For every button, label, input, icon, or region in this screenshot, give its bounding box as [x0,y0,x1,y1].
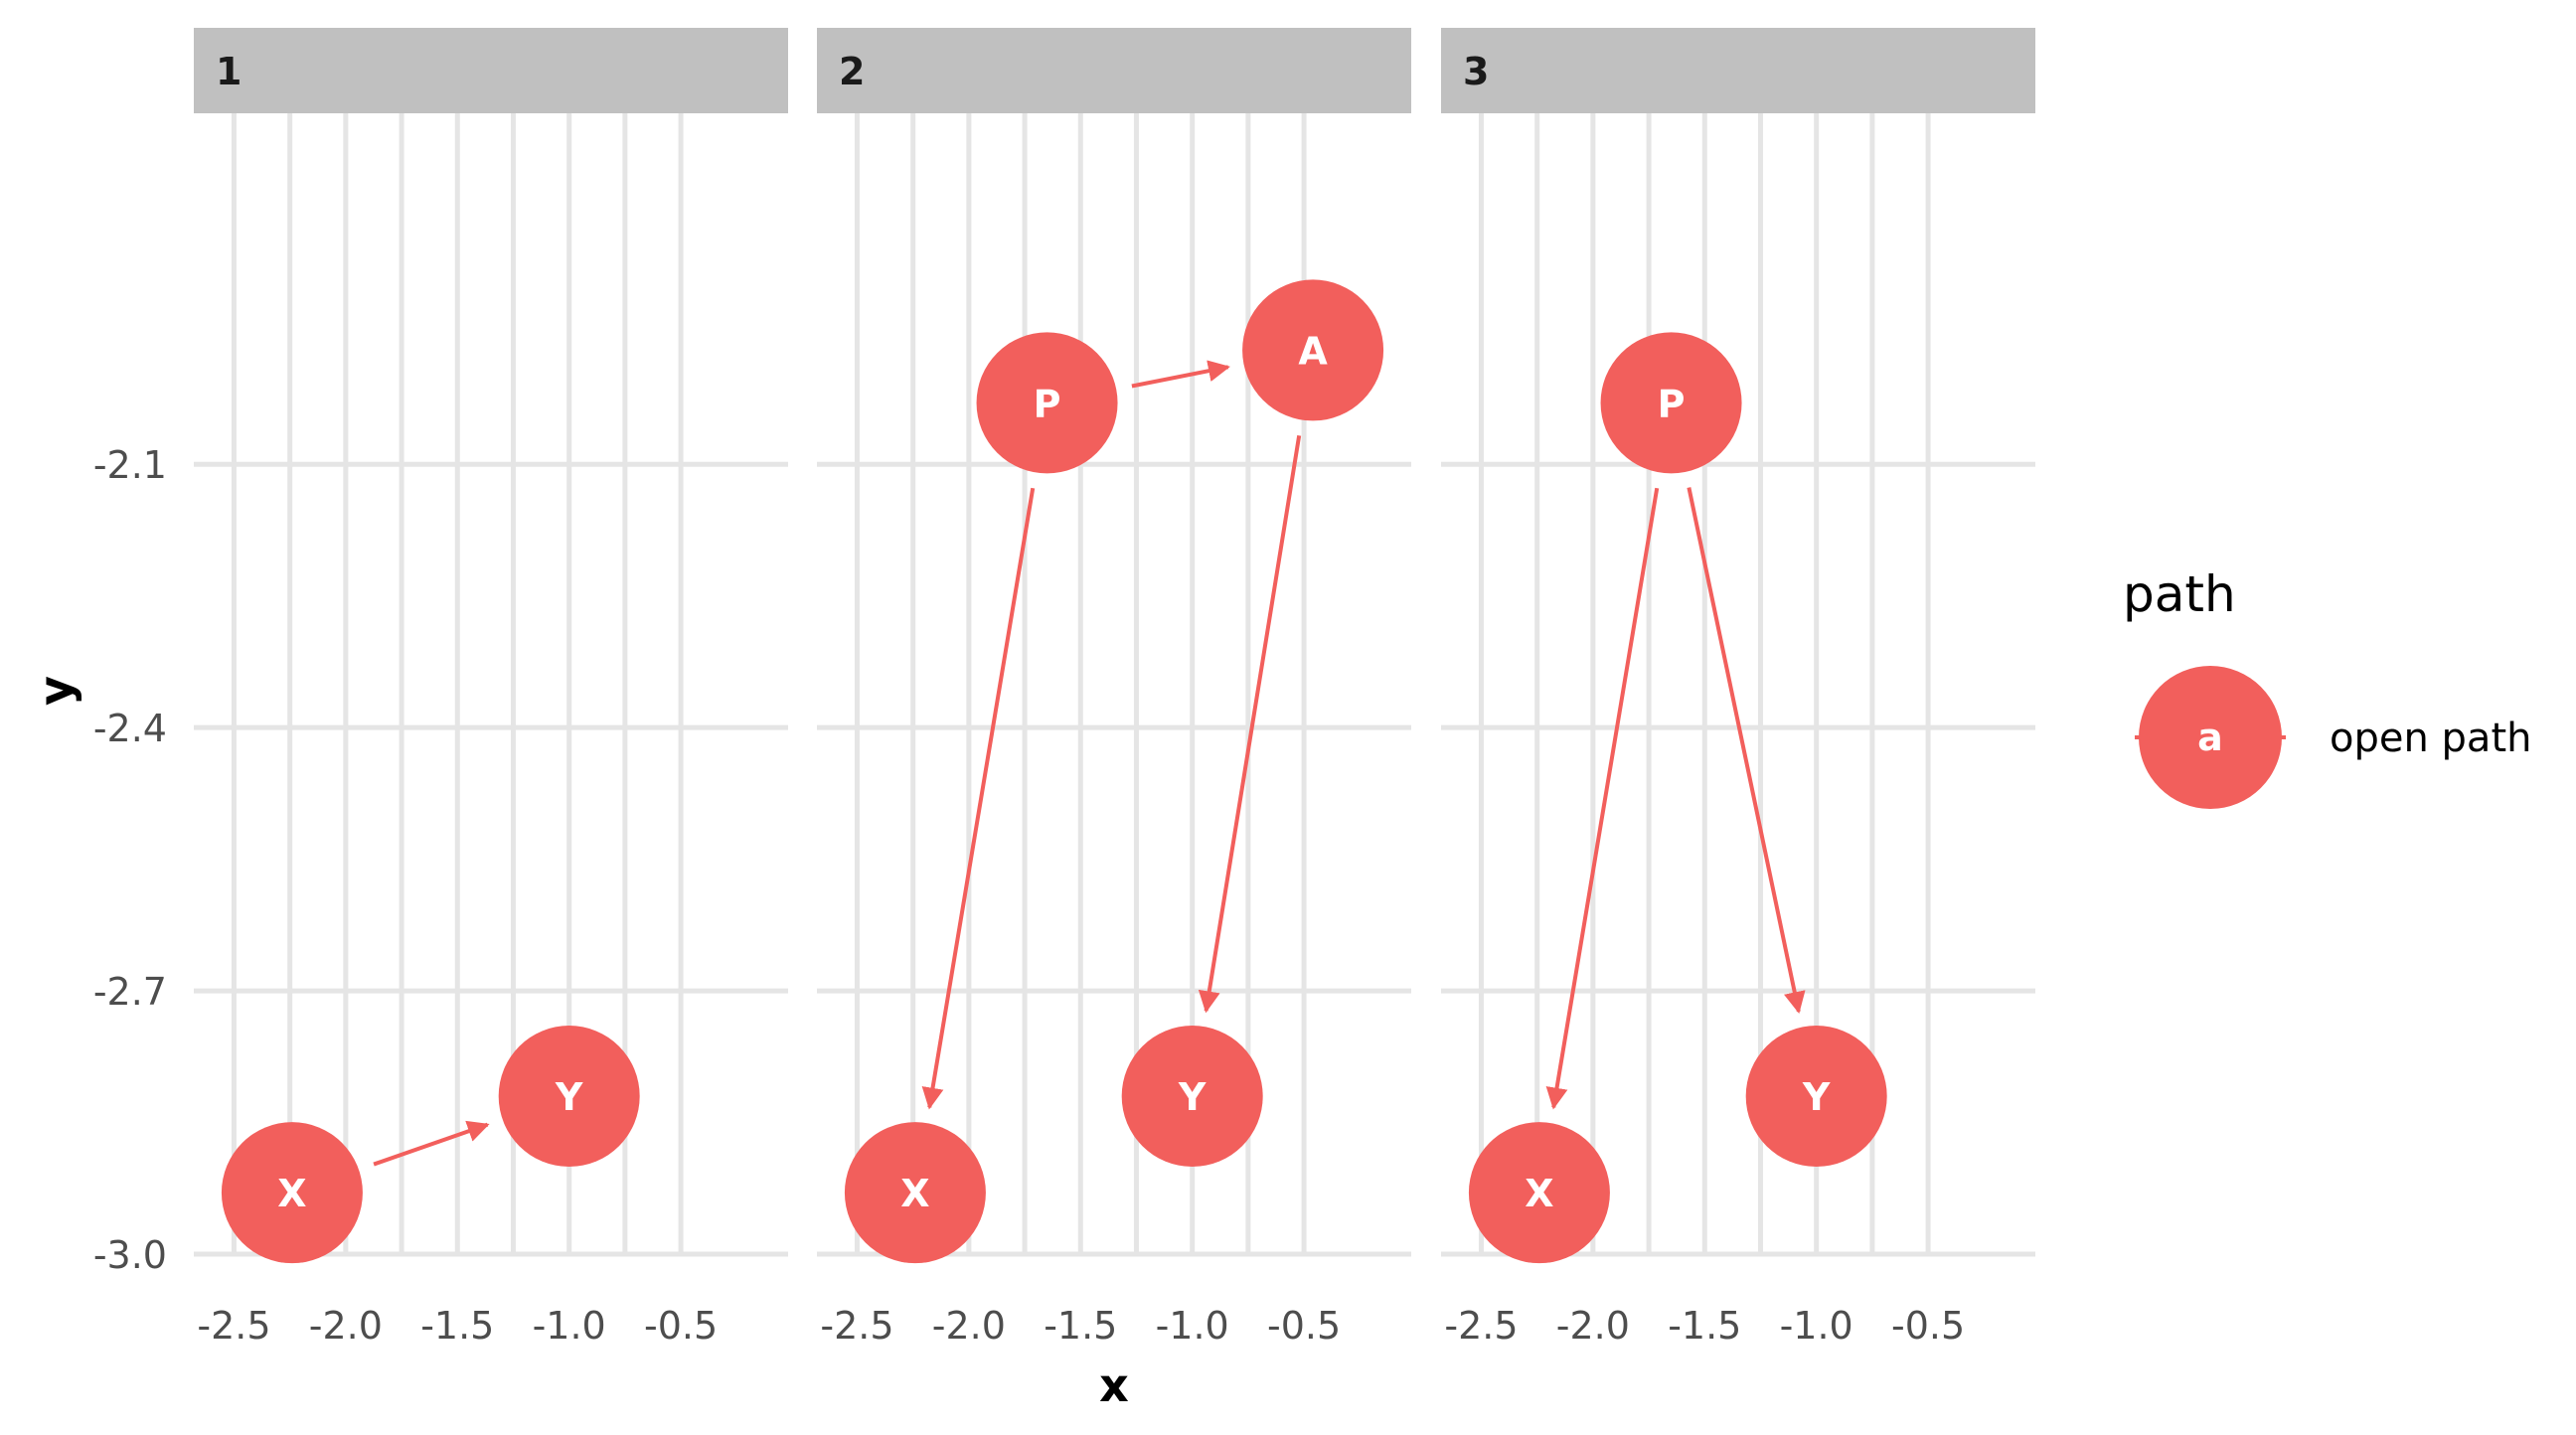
facet-strip-label: 1 [216,50,242,93]
node-label-x: X [900,1172,929,1215]
edge-p-x [921,487,1036,1110]
x-tick-label: -2.0 [309,1304,383,1348]
x-tick-label: -0.5 [1891,1304,1965,1348]
facet-strip-1 [194,28,788,113]
node-x [1468,1122,1610,1264]
node-y [1745,1026,1887,1168]
x-tick-label: -2.5 [197,1304,270,1348]
node-label-y: Y [555,1075,583,1119]
x-tick-label: -1.0 [1780,1304,1853,1348]
node-label-x: X [277,1172,306,1215]
node-label-x: X [1525,1172,1553,1215]
node-label-y: Y [1178,1075,1207,1119]
facet-strip-2 [817,28,1411,113]
legend-entry-label: open path [2330,716,2531,761]
edge-p-y [1687,487,1806,1015]
node-x [221,1122,363,1264]
x-tick-label: -1.0 [1156,1304,1229,1348]
node-y [498,1026,640,1168]
node-label-p: P [1658,382,1686,425]
x-tick-label: -0.5 [1267,1304,1341,1348]
facet-strip-3 [1441,28,2035,113]
node-x [844,1122,986,1264]
x-tick-label: -1.0 [533,1304,606,1348]
y-axis-title: y [29,676,82,706]
x-axis-title: x [1099,1358,1129,1412]
node-label-a: A [1298,329,1328,373]
legend-title: path [2123,565,2236,623]
y-tick-label: -2.7 [93,970,167,1014]
facet-strip-label: 2 [839,50,865,93]
x-tick-label: -1.5 [420,1304,494,1348]
edge-x-y [373,1120,490,1167]
facet-strip-label: 3 [1463,50,1489,93]
x-tick-label: -0.5 [644,1304,718,1348]
edge-p-a [1131,360,1230,389]
facet-panel-3: 3 -2.5 -2.0 -1.5 -1.0 -0.5 P X Y [1441,28,2035,1348]
node-p [1600,332,1742,474]
node-y [1121,1026,1263,1168]
node-label-y: Y [1802,1075,1831,1119]
legend: path a open path [2123,565,2531,809]
node-p [976,332,1118,474]
y-tick-label: -3.0 [93,1233,167,1277]
edge-p-x [1545,487,1660,1110]
x-tick-label: -1.5 [1668,1304,1741,1348]
legend-key-circle [2139,666,2282,809]
x-tick-label: -2.0 [1556,1304,1630,1348]
edge-a-y [1198,434,1302,1014]
y-tick-label: -2.4 [93,707,167,750]
x-tick-label: -1.5 [1044,1304,1117,1348]
legend-key-label: a [2197,716,2223,759]
facet-panel-1: 1 -2.5 -2.0 -1.5 -1.0 -0.5 X Y [194,28,788,1348]
y-tick-label: -2.1 [93,443,167,487]
facet-panel-2: 2 -2.5 -2.0 -1.5 -1.0 -0.5 P A X Y [817,28,1411,1348]
x-tick-label: -2.5 [1444,1304,1518,1348]
node-a [1242,279,1384,421]
node-label-p: P [1034,382,1061,425]
x-tick-label: -2.0 [932,1304,1006,1348]
x-tick-label: -2.5 [820,1304,893,1348]
